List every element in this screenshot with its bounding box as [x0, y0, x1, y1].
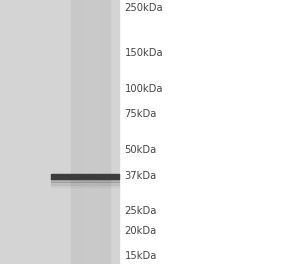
- Text: 37kDa: 37kDa: [125, 171, 157, 181]
- Bar: [119, 0, 283, 264]
- Bar: [71, 0, 110, 264]
- Text: 150kDa: 150kDa: [125, 48, 163, 58]
- Text: 20kDa: 20kDa: [125, 226, 157, 236]
- Bar: [51, 174, 119, 179]
- Text: 25kDa: 25kDa: [125, 206, 157, 216]
- Bar: [51, 179, 119, 182]
- Text: 100kDa: 100kDa: [125, 84, 163, 94]
- Text: 50kDa: 50kDa: [125, 145, 157, 155]
- Text: 15kDa: 15kDa: [125, 251, 157, 261]
- Bar: [0, 0, 119, 264]
- Text: 250kDa: 250kDa: [125, 3, 163, 13]
- Bar: [51, 182, 119, 185]
- Bar: [51, 185, 119, 187]
- Text: 75kDa: 75kDa: [125, 109, 157, 119]
- Bar: [83, 0, 98, 264]
